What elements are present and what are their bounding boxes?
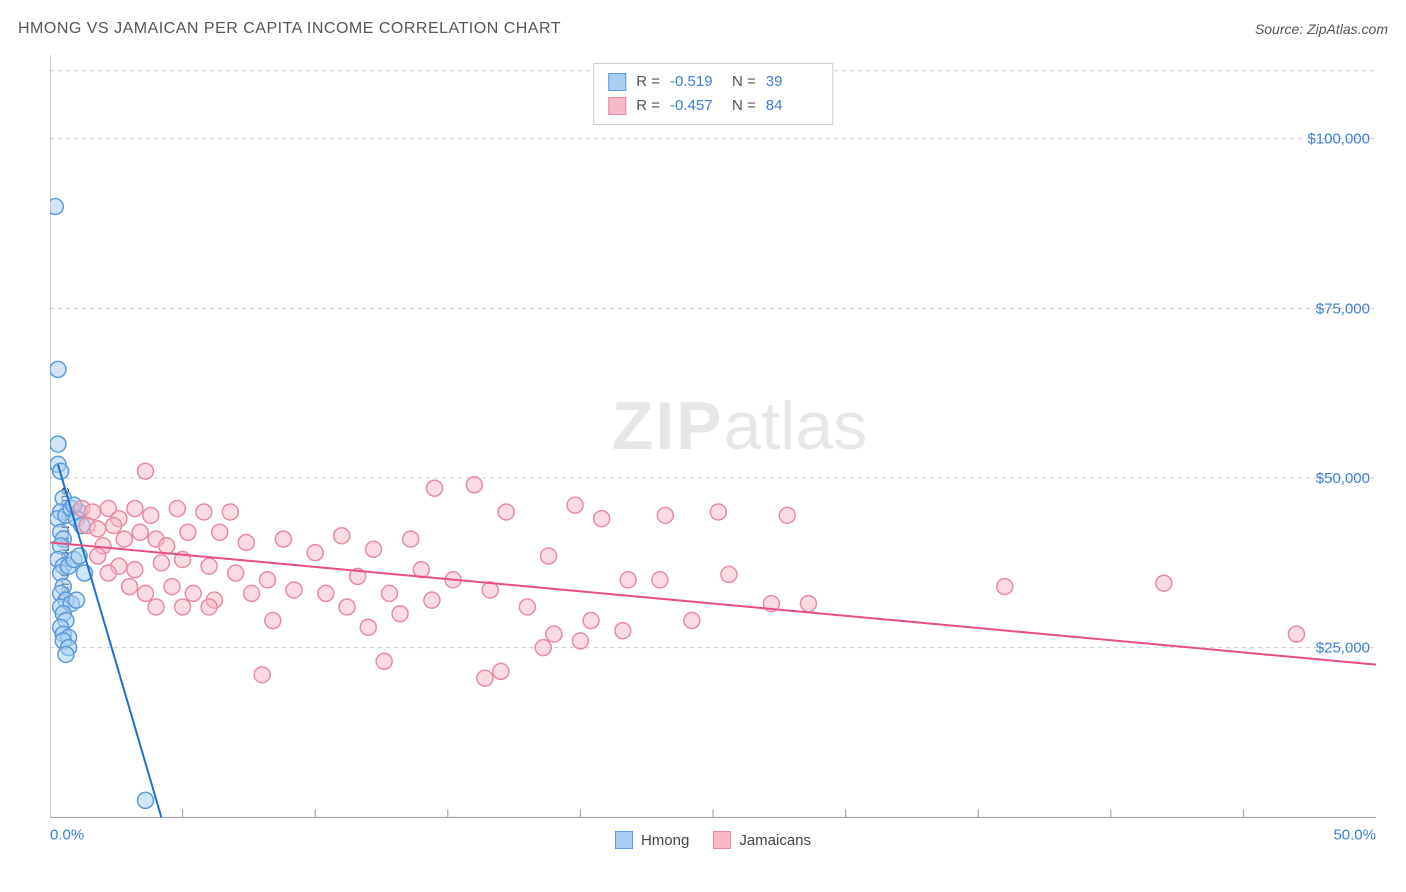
- legend-swatch-jamaicans: [713, 831, 731, 849]
- stat-row-hmong: R = -0.519 N = 39: [608, 70, 818, 94]
- legend-swatch-hmong: [615, 831, 633, 849]
- series-legend: Hmong Jamaicans: [615, 831, 811, 849]
- stat-row-jamaicans: R = -0.457 N = 84: [608, 94, 818, 118]
- r-label: R =: [636, 94, 660, 118]
- r-value-jamaicans: -0.457: [670, 94, 722, 118]
- swatch-hmong: [608, 73, 626, 91]
- svg-text:50.0%: 50.0%: [1333, 826, 1376, 843]
- n-value-jamaicans: 84: [766, 94, 818, 118]
- n-label: N =: [732, 94, 756, 118]
- legend-item-hmong: Hmong: [615, 831, 689, 849]
- svg-text:$25,000: $25,000: [1316, 640, 1370, 657]
- n-value-hmong: 39: [766, 70, 818, 94]
- n-label: N =: [732, 70, 756, 94]
- source-label: Source: ZipAtlas.com: [1255, 21, 1388, 37]
- svg-text:$75,000: $75,000: [1316, 300, 1370, 317]
- r-label: R =: [636, 70, 660, 94]
- chart-title: HMONG VS JAMAICAN PER CAPITA INCOME CORR…: [18, 20, 561, 38]
- legend-item-jamaicans: Jamaicans: [713, 831, 811, 849]
- r-value-hmong: -0.519: [670, 70, 722, 94]
- stat-legend-box: R = -0.519 N = 39 R = -0.457 N = 84: [593, 63, 833, 125]
- svg-text:$50,000: $50,000: [1316, 470, 1370, 487]
- chart-area: Per Capita Income ZIPatlas $25,000$50,00…: [50, 55, 1376, 845]
- scatter-plot: $25,000 $50,000 $75,000 $100,000 0.0% 50.0%: [50, 55, 1376, 845]
- svg-text:$100,000: $100,000: [1307, 131, 1370, 148]
- swatch-jamaicans: [608, 97, 626, 115]
- legend-label-jamaicans: Jamaicans: [739, 832, 811, 849]
- legend-label-hmong: Hmong: [641, 832, 689, 849]
- svg-text:0.0%: 0.0%: [50, 826, 84, 843]
